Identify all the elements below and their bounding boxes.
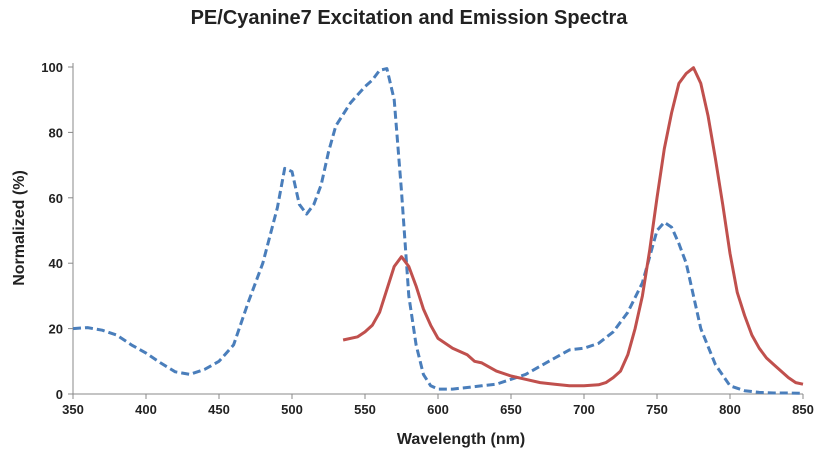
x-tick-label: 350 [62,402,84,417]
x-tick-label: 750 [646,402,668,417]
x-tick-label: 550 [354,402,376,417]
y-axis-label: Normalized (%) [11,170,28,286]
series-group [72,66,804,395]
chart-title: PE/Cyanine7 Excitation and Emission Spec… [191,7,629,29]
y-tick-label: 80 [49,125,63,140]
axes: 350 400 450 500 550 600 650 700 750 800 850 0 20 40 60… [41,60,814,417]
x-axis-label: Wavelength (nm) [397,431,525,448]
y-tick-label: 100 [41,60,63,75]
x-tick-label: 500 [281,402,303,417]
y-tick-label: 20 [49,322,63,337]
y-tick-label: 40 [49,256,63,271]
excitation-series-line [72,67,804,395]
emission-series-line [342,66,804,388]
x-tick-label: 800 [719,402,741,417]
x-tick-label: 850 [792,402,814,417]
y-tick-label: 0 [56,387,63,402]
x-tick-label: 650 [500,402,522,417]
x-tick-label: 700 [573,402,595,417]
x-tick-label: 400 [135,402,157,417]
y-tick-label: 60 [49,191,63,206]
x-tick-label: 600 [427,402,449,417]
x-tick-label: 450 [208,402,230,417]
